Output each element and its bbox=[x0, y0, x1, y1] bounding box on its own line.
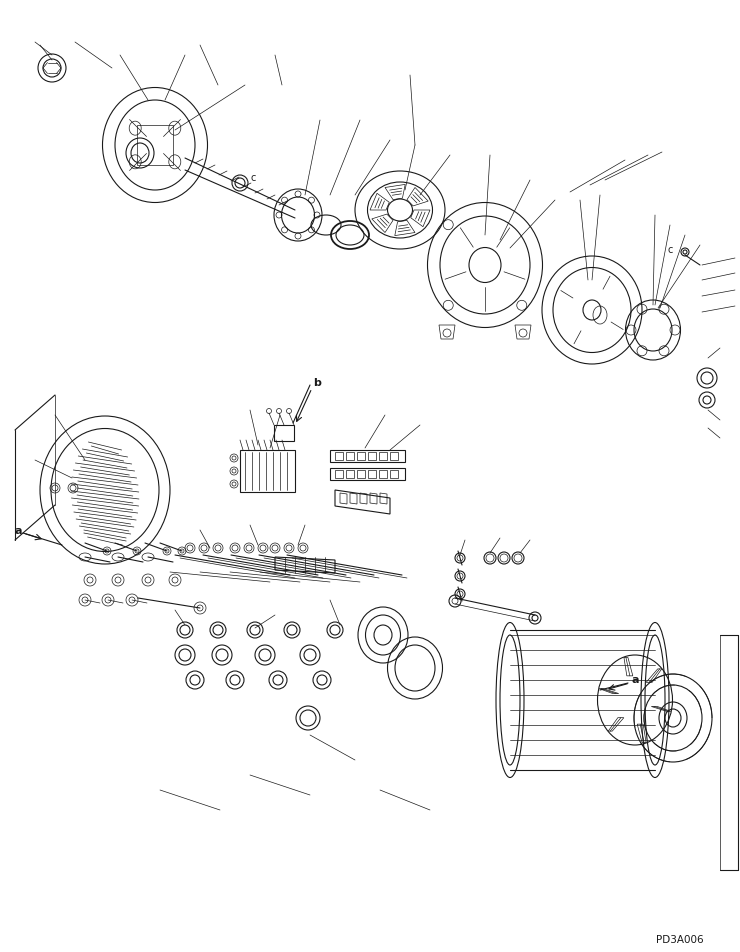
Text: a: a bbox=[631, 675, 639, 685]
Text: a: a bbox=[14, 526, 21, 536]
Text: c: c bbox=[667, 245, 673, 255]
Text: PD3A006: PD3A006 bbox=[656, 935, 704, 945]
Text: b: b bbox=[313, 378, 321, 388]
Text: c: c bbox=[250, 173, 256, 183]
